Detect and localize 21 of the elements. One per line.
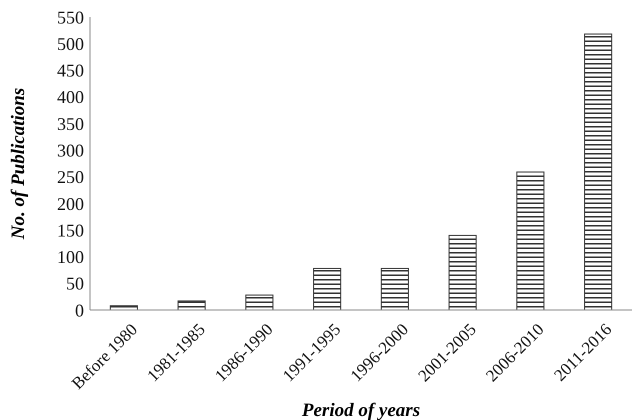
y-tick-label: 50 (66, 274, 84, 294)
bar (313, 268, 342, 310)
y-tick-label: 250 (57, 167, 84, 188)
y-tick-label: 500 (57, 34, 84, 54)
bar (448, 234, 477, 310)
bar (516, 172, 544, 310)
bar (584, 34, 612, 310)
y-tick-label: 0 (75, 300, 84, 320)
bar (245, 294, 274, 310)
y-tick-label: 400 (57, 87, 84, 108)
y-tick-label: 550 (57, 7, 84, 28)
bar (380, 268, 409, 310)
y-tick-label: 350 (57, 114, 84, 134)
bar (178, 300, 206, 310)
y-tick-label: 150 (57, 220, 84, 240)
x-axis-title: Period of years (300, 400, 420, 420)
y-tick-label: 300 (57, 140, 84, 160)
y-axis-title: No. of Publications (8, 88, 29, 240)
y-tick-label: 450 (57, 60, 84, 81)
y-tick-label: 100 (57, 247, 84, 268)
y-tick-label: 200 (57, 194, 84, 214)
